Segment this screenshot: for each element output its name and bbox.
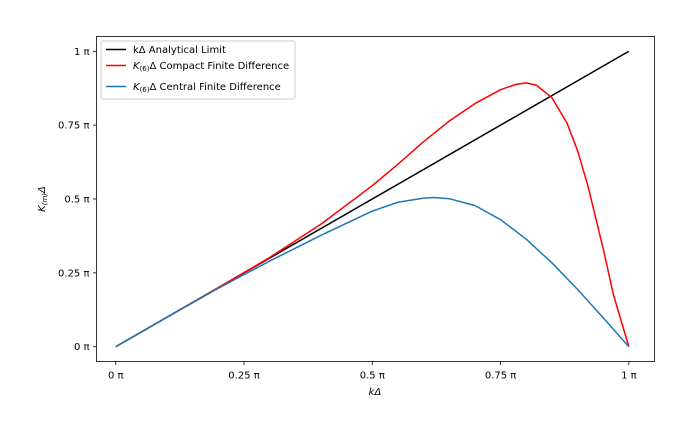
compact-fd-line	[115, 82, 630, 348]
legend-label-central-sub: (6)	[140, 86, 150, 94]
legend-label-analytical: kΔ Analytical Limit	[133, 45, 226, 56]
y-axis-label-sub: (m)	[41, 193, 49, 206]
x-tick-label: 0.25 π	[228, 371, 259, 382]
legend-label-compact-sub: (6)	[140, 65, 150, 73]
x-axis-label: kΔ	[369, 387, 382, 398]
plot-frame	[96, 36, 655, 362]
legend-label-central-base: K	[133, 82, 141, 93]
y-axis-label-base: K	[37, 204, 48, 212]
legend: kΔ Analytical Limit K(6)Δ Compact Finite…	[100, 40, 296, 100]
legend-label-central-after: Δ Central Finite Difference	[149, 82, 280, 93]
y-axis-label: K(m)Δ	[37, 186, 49, 212]
y-tick-label: 0.25 π	[58, 268, 89, 279]
legend-label-central: K(6)Δ Central Finite Difference	[133, 82, 281, 94]
x-tick-label: 0 π	[108, 371, 124, 382]
y-tick-label: 0.75 π	[58, 121, 89, 132]
y-tick-label: 0.5 π	[64, 195, 89, 206]
legend-label-compact: K(6)Δ Compact Finite Difference	[133, 61, 289, 73]
legend-label-compact-base: K	[133, 61, 141, 72]
y-axis-label-after: Δ	[37, 186, 48, 194]
series-layer	[115, 50, 630, 348]
central-fd-line	[115, 196, 630, 348]
x-tick-label: 1 π	[621, 371, 637, 382]
legend-box	[100, 40, 296, 100]
y-tick-label: 1 π	[74, 47, 90, 58]
x-tick-label: 0.75 π	[485, 371, 516, 382]
x-tick-label: 0.5 π	[360, 371, 385, 382]
y-tick-label: 0 π	[74, 342, 90, 353]
legend-label-compact-after: Δ Compact Finite Difference	[149, 61, 289, 72]
legend-label-analytical-base: kΔ Analytical Limit	[133, 45, 226, 56]
ticks-layer: 0 π 0.25 π 0.5 π 0.75 π 1 π 0 π 0.25 π 0.5 π 0.7…	[58, 47, 637, 382]
